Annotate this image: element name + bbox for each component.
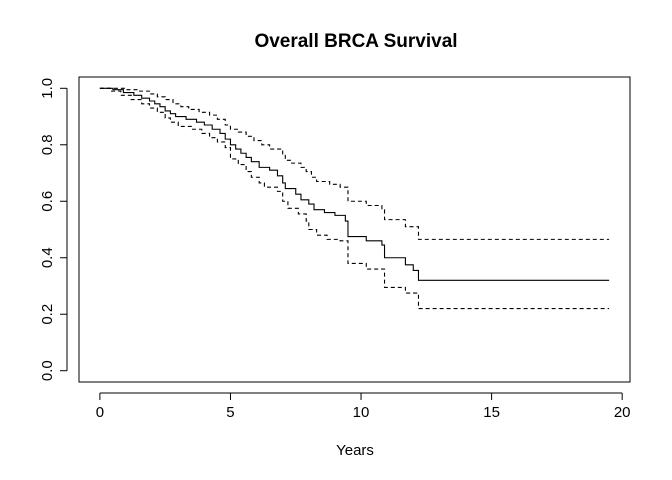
survival-curve <box>99 87 610 281</box>
y-tick-label: 0.4 <box>39 247 56 268</box>
x-axis-label: Years <box>336 442 374 459</box>
x-tick-label: 20 <box>614 404 631 421</box>
y-tick-label: 0.0 <box>39 360 56 381</box>
series-layer <box>99 87 610 310</box>
lower-ci-curve <box>99 87 610 310</box>
x-tick-label: 5 <box>226 404 234 421</box>
x-tick-label: 10 <box>353 404 370 421</box>
y-tick-label: 1.0 <box>39 78 56 99</box>
y-tick-label: 0.6 <box>39 191 56 212</box>
y-tick-label: 0.2 <box>39 304 56 325</box>
chart-title: Overall BRCA Survival <box>254 31 457 52</box>
x-tick-label: 0 <box>96 404 104 421</box>
y-axis: 0.0 0.2 0.4 0.6 0.8 1.0 <box>39 78 68 381</box>
x-axis: 0 5 10 15 20 <box>96 392 631 421</box>
upper-ci-curve <box>99 87 610 240</box>
plot-frame <box>78 76 631 383</box>
y-tick-label: 0.8 <box>39 134 56 155</box>
x-tick-label: 15 <box>483 404 500 421</box>
